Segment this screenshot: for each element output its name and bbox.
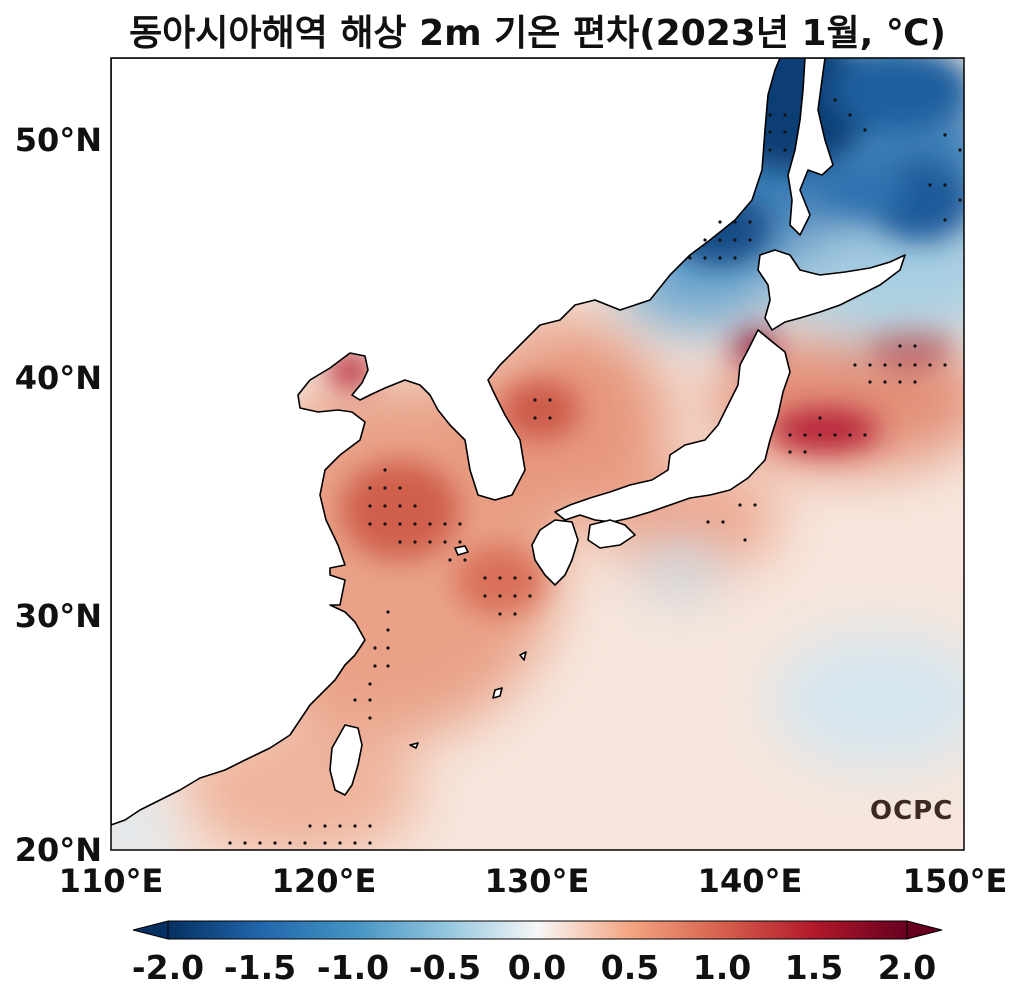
land-honshu xyxy=(554,329,791,523)
lat-label-20n: 20°N xyxy=(14,831,102,869)
lat-label-30n: 30°N xyxy=(14,597,102,635)
land-taiwan xyxy=(329,724,363,796)
colorbar-tick-neg2-0: -2.0 xyxy=(131,948,205,987)
land-okinawa xyxy=(492,687,503,699)
lon-label-150e: 150°E xyxy=(902,862,1008,900)
significance-dots xyxy=(228,98,962,845)
colorbar-tick-0-5: 0.5 xyxy=(600,948,660,987)
lon-label-140e: 140°E xyxy=(697,862,803,900)
colorbar-tick-neg1-5: -1.5 xyxy=(223,948,297,987)
land-kyushu xyxy=(531,519,579,586)
land-sakhalin xyxy=(787,58,834,236)
colorbar-tick-neg0-5: -0.5 xyxy=(408,948,482,987)
colorbar-tick-0-0: 0.0 xyxy=(507,948,567,987)
land-island-a xyxy=(519,651,527,661)
lat-label-50n: 50°N xyxy=(14,121,102,159)
lon-label-110e: 110°E xyxy=(58,862,164,900)
land-island-b xyxy=(409,742,419,749)
lon-label-130e: 130°E xyxy=(484,862,590,900)
map-frame xyxy=(110,57,965,851)
colorbar-tick-neg1-0: -1.0 xyxy=(316,948,390,987)
lon-label-120e: 120°E xyxy=(271,862,377,900)
colorbar xyxy=(132,920,943,940)
land-shikoku xyxy=(587,519,636,549)
map-title: 동아시아해역 해상 2m 기온 편차(2023년 1월, ℃) xyxy=(129,13,946,54)
colorbar-tick-1-5: 1.5 xyxy=(784,948,844,987)
colorbar-tick-2-0: 2.0 xyxy=(877,948,937,987)
lat-label-40n: 40°N xyxy=(14,359,102,397)
land-jeju xyxy=(454,545,469,556)
land-asia-mainland xyxy=(111,58,781,826)
land-layer xyxy=(111,58,906,826)
land-hokkaido xyxy=(757,249,906,331)
colorbar-tick-1-0: 1.0 xyxy=(692,948,752,987)
ocpc-logo: OCPC xyxy=(870,796,954,826)
